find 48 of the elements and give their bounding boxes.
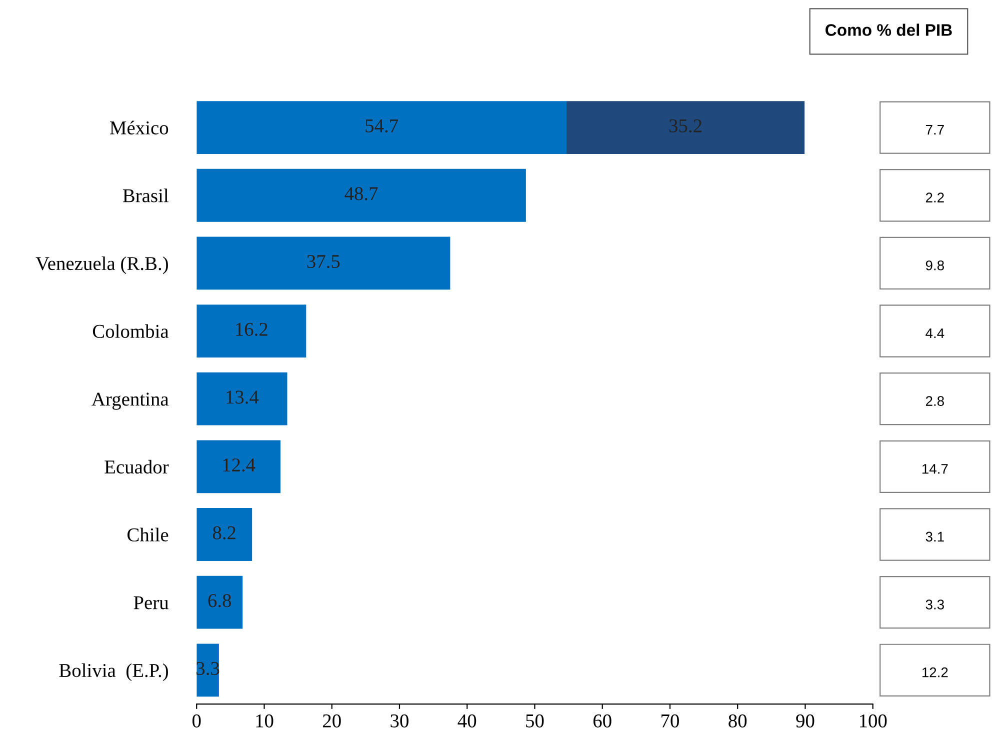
bar: [196, 168, 526, 222]
bar: [196, 101, 567, 154]
x-tick-label: 40: [458, 714, 476, 728]
y-tick-label: Ecuador: [104, 460, 169, 474]
data-label: 37.5: [307, 254, 340, 268]
y-tick-label: Venezuela (R.B.): [36, 256, 168, 274]
data-label: 12.4: [223, 458, 256, 472]
data-label: 48.7: [344, 187, 378, 200]
x-tick-label: 80: [728, 714, 747, 728]
x-tick-label: 70: [662, 714, 679, 728]
data-label: 4.4: [926, 328, 944, 338]
y-tick-label: Argentina: [92, 392, 169, 410]
data-label: 54.7: [366, 119, 398, 132]
data-label: 13.4: [226, 390, 259, 404]
x-tick-label: 50: [526, 714, 544, 728]
data-label: 3.3: [926, 600, 944, 610]
bar: [196, 236, 450, 290]
data-label: 2.2: [926, 192, 944, 202]
data-label: 3.1: [926, 532, 944, 542]
bar: [196, 508, 252, 561]
x-tick-label: 100: [860, 714, 887, 728]
x-tick-label: 30: [390, 714, 408, 728]
data-label: 2.8: [926, 396, 944, 406]
data-label: 8.2: [212, 526, 236, 540]
bar: [566, 101, 805, 154]
bar: [196, 304, 306, 358]
y-tick-label: Chile: [128, 528, 168, 542]
x-tick-label: 10: [256, 714, 274, 728]
bar: [196, 576, 243, 629]
data-label: 7.7: [926, 124, 944, 135]
data-label: 12.2: [922, 667, 948, 678]
y-tick-label: Bolivia (E.P.): [59, 663, 168, 682]
text: Como % del PIB: [826, 24, 952, 36]
data-label: 9.8: [926, 260, 944, 270]
y-tick-label: Brasil: [122, 188, 168, 202]
data-label: 35.2: [669, 119, 702, 132]
y-tick-label: Peru: [134, 596, 169, 610]
x-tick-label: 20: [322, 714, 341, 728]
y-tick-label: Colombia: [92, 324, 169, 338]
data-label: 16.2: [236, 322, 268, 336]
data-label: 6.8: [208, 594, 232, 608]
x-tick-label: 60: [593, 714, 612, 728]
y-tick-label: México: [110, 120, 168, 134]
data-label: 14.7: [922, 464, 948, 474]
x-tick-label: 90: [796, 714, 814, 728]
x-tick-label: 0: [192, 714, 201, 728]
bar: [196, 372, 288, 426]
bar: [196, 440, 280, 494]
